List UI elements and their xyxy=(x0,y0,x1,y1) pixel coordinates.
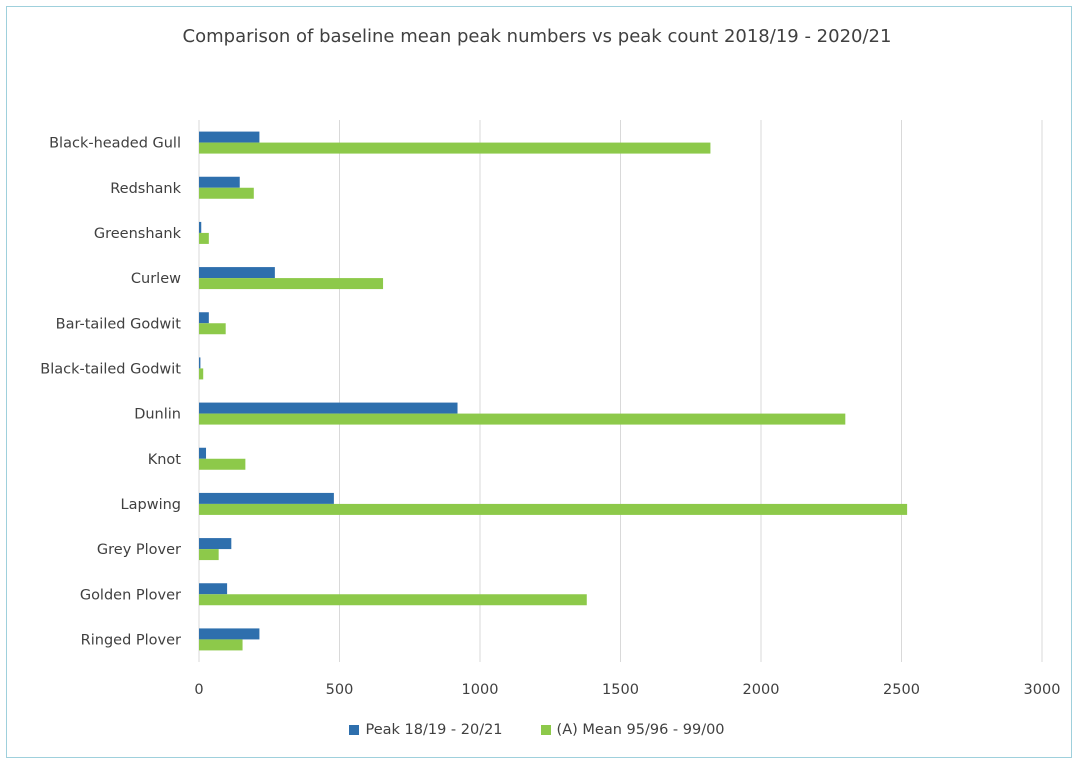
bar-peak xyxy=(199,492,334,504)
bar-mean xyxy=(199,503,908,515)
bar-mean xyxy=(199,142,711,154)
bar-mean xyxy=(199,323,226,335)
category-label: Curlew xyxy=(131,271,181,287)
bar-mean xyxy=(199,639,243,651)
x-tick-label: 0 xyxy=(194,682,203,698)
bar-mean xyxy=(199,368,204,380)
category-label: Lapwing xyxy=(121,497,181,513)
x-tick-label: 1000 xyxy=(462,682,499,698)
x-tick-label: 1500 xyxy=(602,682,639,698)
category-label: Redshank xyxy=(110,181,181,197)
category-label: Dunlin xyxy=(134,407,181,423)
bar-peak xyxy=(199,131,260,143)
chart-frame xyxy=(6,6,1072,758)
category-label: Bar-tailed Godwit xyxy=(56,316,182,332)
bar-mean xyxy=(199,278,384,290)
category-label: Black-headed Gull xyxy=(49,136,181,152)
bar-peak xyxy=(199,402,458,414)
legend-item-peak: Peak 18/19 - 20/21 xyxy=(349,722,503,738)
bar-mean xyxy=(199,549,219,561)
chart-title: Comparison of baseline mean peak numbers… xyxy=(182,26,892,47)
x-tick-label: 500 xyxy=(326,682,354,698)
bar-peak xyxy=(199,221,202,233)
category-label: Knot xyxy=(148,452,182,468)
bar-mean xyxy=(199,594,587,606)
bar-mean xyxy=(199,232,209,244)
bar-peak xyxy=(199,538,232,550)
legend-item-mean: (A) Mean 95/96 - 99/00 xyxy=(540,722,725,738)
legend-label-mean: (A) Mean 95/96 - 99/00 xyxy=(556,722,725,738)
legend-label-peak: Peak 18/19 - 20/21 xyxy=(365,722,503,738)
bar-peak xyxy=(199,583,228,595)
bar-peak xyxy=(199,447,207,459)
category-label: Greenshank xyxy=(94,226,182,242)
bar-peak xyxy=(199,357,201,369)
x-tick-label: 2500 xyxy=(883,682,920,698)
category-label: Ringed Plover xyxy=(81,632,181,648)
category-label: Grey Plover xyxy=(97,542,181,558)
bar-mean xyxy=(199,413,846,425)
bar-mean xyxy=(199,187,254,199)
bar-peak xyxy=(199,176,240,188)
bar-mean xyxy=(199,458,246,470)
legend-swatch-peak xyxy=(349,725,360,735)
bar-peak xyxy=(199,312,209,324)
category-label: Black-tailed Godwit xyxy=(40,361,181,377)
bar-peak xyxy=(199,267,275,279)
category-label: Golden Plover xyxy=(80,587,181,603)
legend-swatch-mean xyxy=(540,725,551,735)
x-tick-label: 2000 xyxy=(743,682,780,698)
legend: Peak 18/19 - 20/21 (A) Mean 95/96 - 99/0… xyxy=(0,722,1074,738)
x-tick-label: 3000 xyxy=(1024,682,1061,698)
bar-peak xyxy=(199,628,260,640)
